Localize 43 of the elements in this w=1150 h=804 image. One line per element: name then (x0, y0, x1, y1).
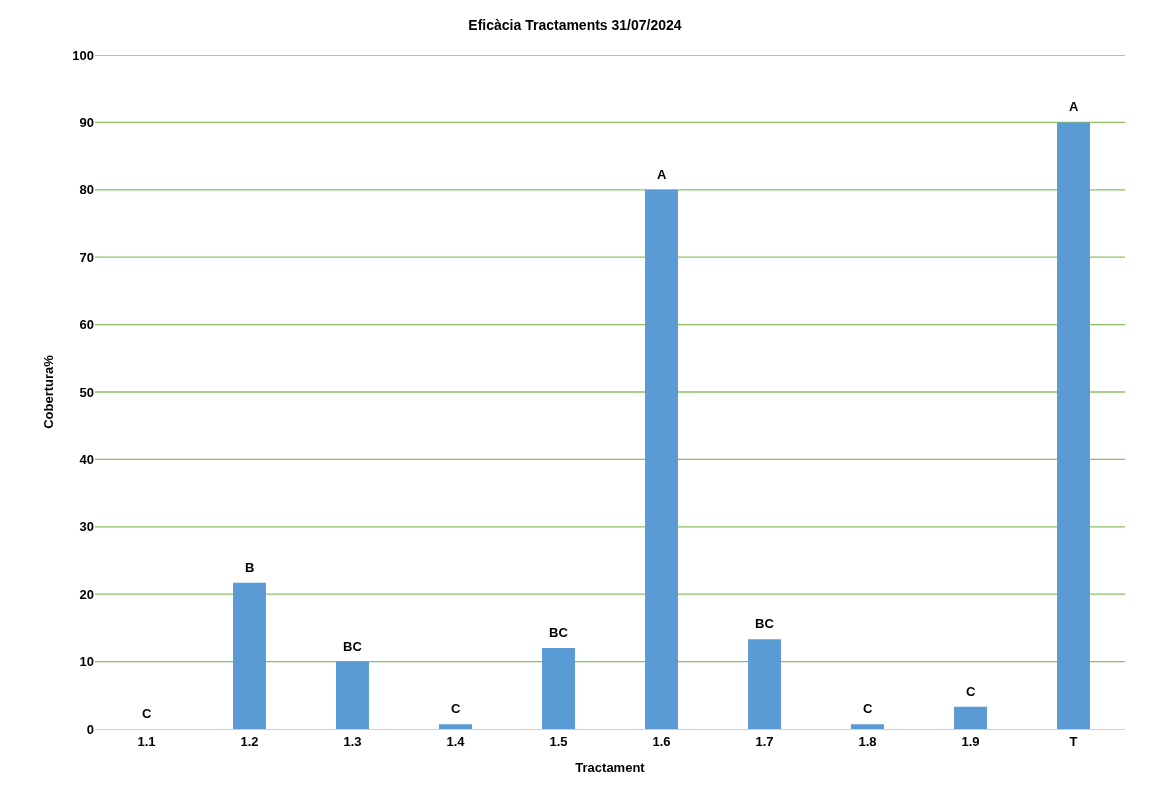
x-tick-label: 1.8 (858, 733, 877, 749)
x-tick-label: 1.6 (652, 733, 671, 749)
bar (1057, 122, 1090, 729)
bar (542, 648, 575, 729)
x-tick-label: 1.9 (961, 733, 980, 749)
bar (439, 724, 472, 729)
y-tick-label: 100 (72, 47, 94, 63)
y-tick-label: 70 (79, 249, 94, 265)
y-tick-label: 60 (79, 317, 94, 333)
annotation: A (657, 167, 667, 182)
annotation: C (451, 701, 461, 716)
chart-title: Eficàcia Tractaments 31/07/2024 (468, 16, 682, 33)
y-tick-label: 20 (79, 586, 94, 602)
annotation: C (966, 684, 976, 699)
y-axis-title: Cobertura% (41, 354, 57, 429)
x-axis-title: Tractament (575, 760, 646, 776)
y-tick-label: 90 (79, 114, 94, 130)
x-tick-label: 1.7 (755, 733, 774, 749)
bar (851, 724, 884, 729)
annotation: B (245, 560, 255, 575)
x-tick-label: 1.2 (240, 733, 259, 749)
y-tick-label: 40 (79, 451, 94, 467)
annotation: C (863, 701, 873, 716)
annotation: BC (755, 616, 775, 631)
x-tick-label: 1.4 (446, 733, 466, 749)
annotation: BC (343, 639, 363, 654)
bar (954, 706, 987, 729)
annotation: BC (549, 625, 569, 640)
bar (748, 639, 781, 729)
bar (233, 582, 266, 729)
y-tick-label: 10 (79, 654, 94, 670)
y-tick-label: 30 (79, 519, 94, 535)
x-tick-label: 1.1 (137, 733, 156, 749)
y-tick-label: 50 (79, 384, 94, 400)
annotation: A (1069, 99, 1079, 114)
annotation: C (142, 706, 152, 721)
bar (645, 189, 678, 729)
x-tick-label: 1.3 (343, 733, 362, 749)
bar (336, 661, 369, 729)
x-tick-label: 1.5 (549, 733, 568, 749)
x-tick-label: T (1069, 733, 1078, 749)
y-tick-label: 80 (79, 182, 94, 198)
y-tick-label: 0 (86, 721, 94, 737)
